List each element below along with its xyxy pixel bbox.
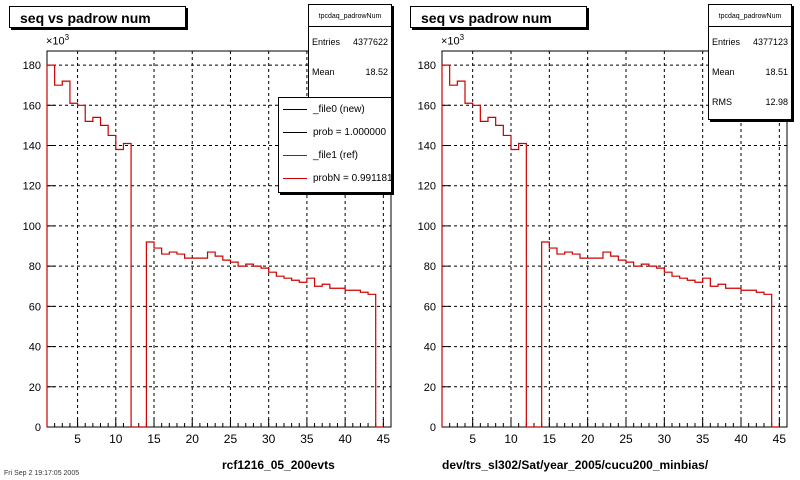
left-y-tick-label: 120 [23, 181, 41, 193]
legend-entry-probn: probN = 0.991181 [279, 167, 391, 190]
right-stats-entries-label: Entries [712, 37, 741, 47]
left-legend: _file0 (new) prob = 1.000000 _file1 (ref… [278, 97, 392, 193]
right-stats-row-entries: Entries 4377123 [709, 27, 791, 57]
left-stats-histogram-name: tpcdaq_padrowNum [309, 5, 391, 27]
left-y-tick-label: 0 [35, 422, 41, 434]
left-y-tick-label: 40 [29, 342, 41, 354]
right-histogram-line [441, 64, 780, 428]
left-stats-box: tpcdaq_padrowNum Entries 4377622 Mean 18… [308, 4, 392, 100]
left-y-tick-label: 100 [23, 221, 41, 233]
legend-line-prob [283, 132, 307, 133]
left-x-tick-label: 40 [338, 432, 352, 446]
right-y-axis-multiplier: ×103 [441, 33, 464, 48]
legend-entry-file1: _file1 (ref) [279, 144, 391, 167]
right-y-tick-label: 20 [424, 382, 436, 394]
right-stats-rms-label: RMS [712, 97, 732, 107]
right-y-tick-label: 140 [418, 141, 436, 153]
left-y-tick-label: 180 [23, 60, 41, 72]
left-stats-entries-value: 4377622 [352, 37, 388, 47]
right-x-tick-label: 25 [619, 432, 633, 446]
left-histogram-line [46, 64, 384, 428]
right-y-tick-label: 100 [418, 221, 436, 233]
right-x-tick-label: 10 [504, 432, 518, 446]
left-x-tick-label: 30 [262, 432, 276, 446]
right-histogram-title: seq vs padrow num [410, 6, 587, 28]
right-x-tick-label: 5 [469, 432, 476, 446]
left-y-tick-label: 140 [23, 141, 41, 153]
legend-label-file1: _file1 (ref) [313, 150, 359, 161]
right-y-tick-label: 160 [418, 100, 436, 112]
left-y-multiplier-base: ×10 [46, 35, 65, 48]
legend-label-file0: _file0 (new) [313, 104, 365, 115]
left-x-tick-label: 15 [147, 432, 161, 446]
right-x-tick-label: 45 [773, 432, 787, 446]
left-histogram-title: seq vs padrow num [9, 6, 186, 28]
right-y-tick-label: 120 [418, 181, 436, 193]
left-stats-row-mean: Mean 18.52 [309, 57, 391, 87]
left-stats-mean-value: 18.52 [365, 67, 388, 77]
left-y-tick-label: 20 [29, 382, 41, 394]
right-x-tick-label: 35 [696, 432, 710, 446]
right-x-axis-label: dev/trs_sl302/Sat/year_2005/cucu200_minb… [442, 458, 709, 472]
right-y-tick-label: 40 [424, 342, 436, 354]
right-y-multiplier-exponent: 3 [459, 33, 465, 42]
left-stats-row-entries: Entries 4377622 [309, 27, 391, 57]
right-x-tick-label: 40 [734, 432, 748, 446]
left-x-tick-label: 5 [74, 432, 81, 446]
left-y-tick-label: 60 [29, 301, 41, 313]
left-x-axis-label: rcf1216_05_200evts [222, 458, 335, 472]
left-x-tick-label: 45 [377, 432, 391, 446]
left-y-tick-label: 80 [29, 261, 41, 273]
legend-line-probn [283, 178, 307, 179]
left-x-tick-label: 25 [224, 432, 238, 446]
legend-label-probn: probN = 0.991181 [313, 173, 392, 184]
left-x-tick-label: 20 [186, 432, 200, 446]
right-stats-histogram-name: tpcdaq_padrowNum [709, 5, 791, 27]
right-stats-entries-value: 4377123 [752, 37, 788, 47]
right-x-tick-label: 15 [543, 432, 557, 446]
right-stats-row-mean: Mean 18.51 [709, 57, 791, 87]
legend-line-file1 [283, 155, 307, 156]
right-y-multiplier-base: ×10 [441, 35, 460, 48]
left-stats-entries-label: Entries [312, 37, 341, 47]
left-histogram-panel: 0 20 40 60 80 100 120 140 160 180 5 10 15 20 25 30 35 40 4… [9, 4, 392, 472]
right-stats-box: tpcdaq_padrowNum Entries 4377123 Mean 18… [708, 4, 792, 120]
legend-label-prob: prob = 1.000000 [313, 127, 387, 138]
right-x-tick-label: 30 [658, 432, 672, 446]
footer-timestamp: Fri Sep 2 19:17:05 2005 [4, 470, 80, 477]
right-histogram-panel: 0 20 40 60 80 100 120 140 160 180 5 10 15 20 25 30 35 40 4… [400, 0, 800, 480]
left-y-multiplier-exponent: 3 [64, 33, 70, 42]
right-stats-mean-value: 18.51 [765, 67, 788, 77]
right-stats-rms-value: 12.98 [765, 97, 788, 107]
left-y-tick-label: 160 [23, 100, 41, 112]
right-y-tick-label: 60 [424, 301, 436, 313]
left-stats-mean-label: Mean [312, 67, 335, 77]
legend-entry-prob: prob = 1.000000 [279, 121, 391, 144]
right-stats-mean-label: Mean [712, 67, 735, 77]
right-histogram-plot: 0 20 40 60 80 100 120 140 160 180 5 10 15 20 25 30 35 40 4… [418, 50, 788, 446]
left-x-tick-label: 35 [300, 432, 314, 446]
left-y-axis-multiplier: ×103 [46, 33, 69, 48]
right-y-tick-label: 80 [424, 261, 436, 273]
right-y-tick-label: 0 [430, 422, 436, 434]
left-x-tick-label: 10 [109, 432, 123, 446]
legend-entry-file0: _file0 (new) [279, 98, 391, 121]
right-x-tick-label: 20 [581, 432, 595, 446]
right-stats-row-rms: RMS 12.98 [709, 87, 791, 117]
legend-line-file0 [283, 109, 307, 110]
right-y-tick-label: 180 [418, 60, 436, 72]
